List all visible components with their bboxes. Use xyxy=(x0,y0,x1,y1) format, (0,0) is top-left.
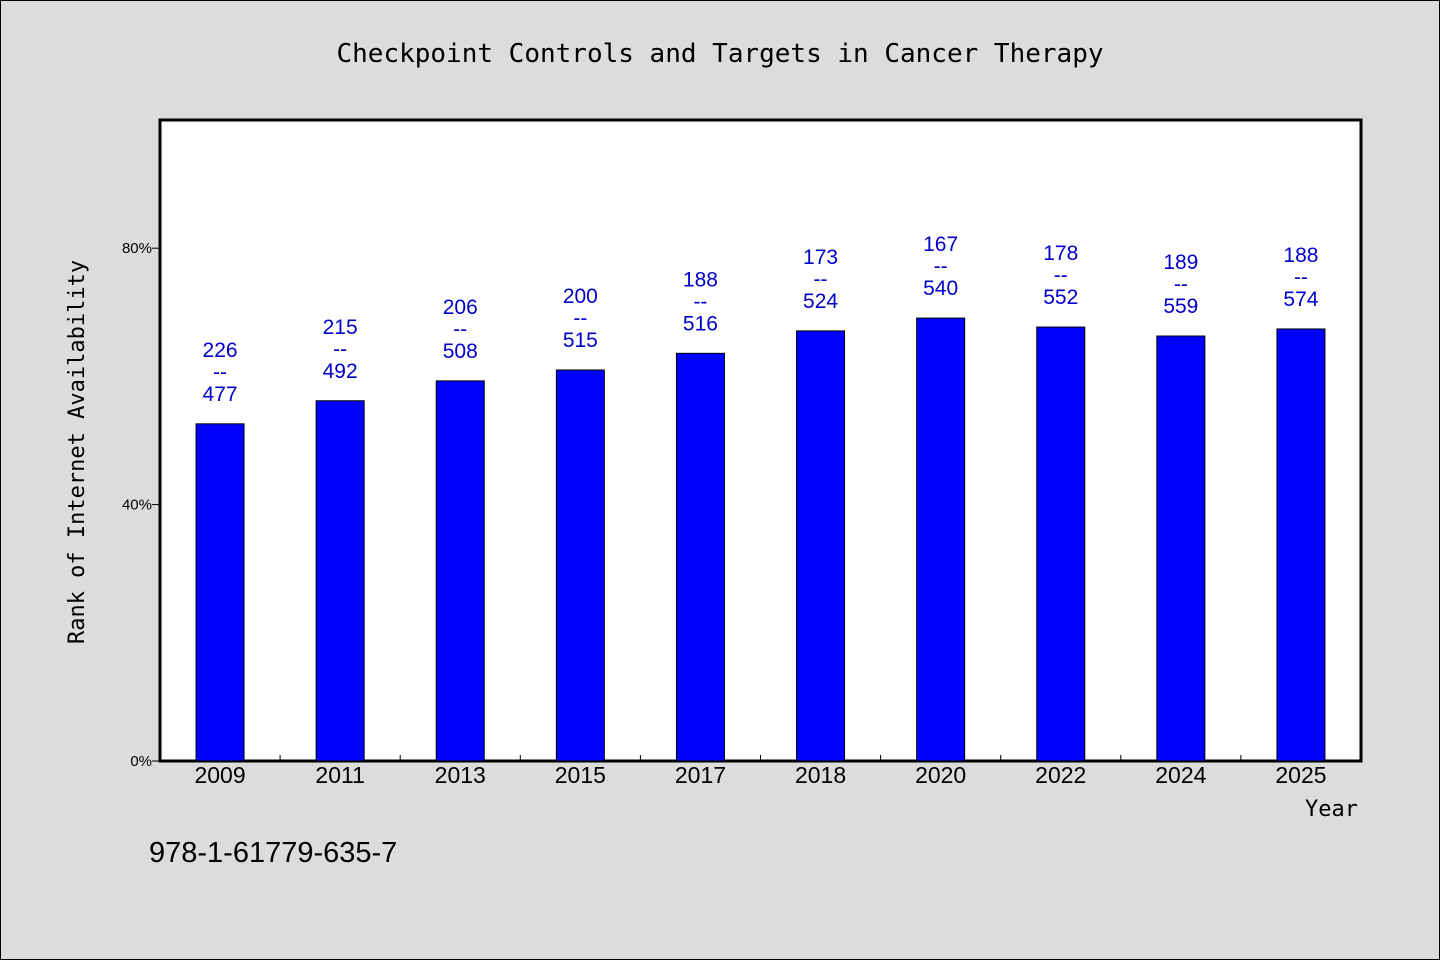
bar xyxy=(555,369,605,762)
data-label: 559 xyxy=(1163,295,1198,318)
data-label: 477 xyxy=(203,383,238,406)
bar xyxy=(1036,326,1086,762)
bar xyxy=(195,423,245,762)
data-label: 492 xyxy=(323,360,358,383)
data-label: 516 xyxy=(683,312,718,335)
x-axis: 2009 2011 2013 2015 2017 2018 2020 2022 2024 2025 xyxy=(194,755,1327,788)
bar xyxy=(796,330,846,762)
data-label: 173 xyxy=(803,246,838,269)
bar xyxy=(315,400,365,762)
y-axis-title: Rank of Internet Availability xyxy=(65,260,90,644)
x-tick-label: 2011 xyxy=(315,762,364,788)
data-label: 188 xyxy=(1283,244,1318,267)
data-labels-layer: 226--477215--492206--508200--515188--516… xyxy=(203,233,1319,406)
x-tick-label: 2015 xyxy=(555,762,606,788)
data-label: -- xyxy=(453,318,467,341)
data-label: -- xyxy=(573,307,587,330)
bar xyxy=(1156,335,1206,762)
x-tick-label: 2025 xyxy=(1275,762,1326,788)
x-tick-label: 2017 xyxy=(675,762,726,788)
x-tick-label: 2020 xyxy=(915,762,966,788)
data-label: 200 xyxy=(563,285,598,308)
data-label: 574 xyxy=(1283,288,1318,311)
x-tick-label: 2009 xyxy=(194,762,245,788)
data-label: -- xyxy=(213,361,227,384)
x-tick-label: 2022 xyxy=(1035,762,1086,788)
data-label: 524 xyxy=(803,290,838,313)
data-label: 508 xyxy=(443,340,478,363)
data-label: 188 xyxy=(683,268,718,291)
data-label: -- xyxy=(1054,264,1068,287)
data-label: -- xyxy=(1174,273,1188,296)
bar xyxy=(916,317,966,762)
data-label: -- xyxy=(814,268,828,291)
x-axis-title: Year xyxy=(1305,797,1358,822)
x-tick-label: 2018 xyxy=(795,762,846,788)
data-label: 552 xyxy=(1043,286,1078,309)
bar xyxy=(1276,328,1326,762)
y-tick-label: 80% xyxy=(122,240,152,257)
data-label: -- xyxy=(1294,266,1308,289)
data-label: -- xyxy=(934,255,948,278)
footer-code: 978-1-61779-635-7 xyxy=(149,837,397,869)
bar xyxy=(435,380,485,762)
y-axis: 0% 40% 80% xyxy=(122,240,160,770)
data-label: 206 xyxy=(443,296,478,319)
bar xyxy=(675,352,725,762)
x-tick-label: 2024 xyxy=(1155,762,1206,788)
y-tick-label: 0% xyxy=(130,753,152,770)
data-label: -- xyxy=(693,290,707,313)
bars-layer xyxy=(195,317,1326,762)
data-label: 189 xyxy=(1163,251,1198,274)
data-label: -- xyxy=(333,338,347,361)
data-label: 515 xyxy=(563,329,598,352)
data-label: 215 xyxy=(323,316,358,339)
data-label: 540 xyxy=(923,277,958,300)
data-label: 226 xyxy=(203,339,238,362)
data-label: 178 xyxy=(1043,242,1078,265)
y-tick-label: 40% xyxy=(122,497,152,514)
x-tick-label: 2013 xyxy=(435,762,486,788)
data-label: 167 xyxy=(923,233,958,256)
chart-title: Checkpoint Controls and Targets in Cance… xyxy=(336,39,1103,69)
